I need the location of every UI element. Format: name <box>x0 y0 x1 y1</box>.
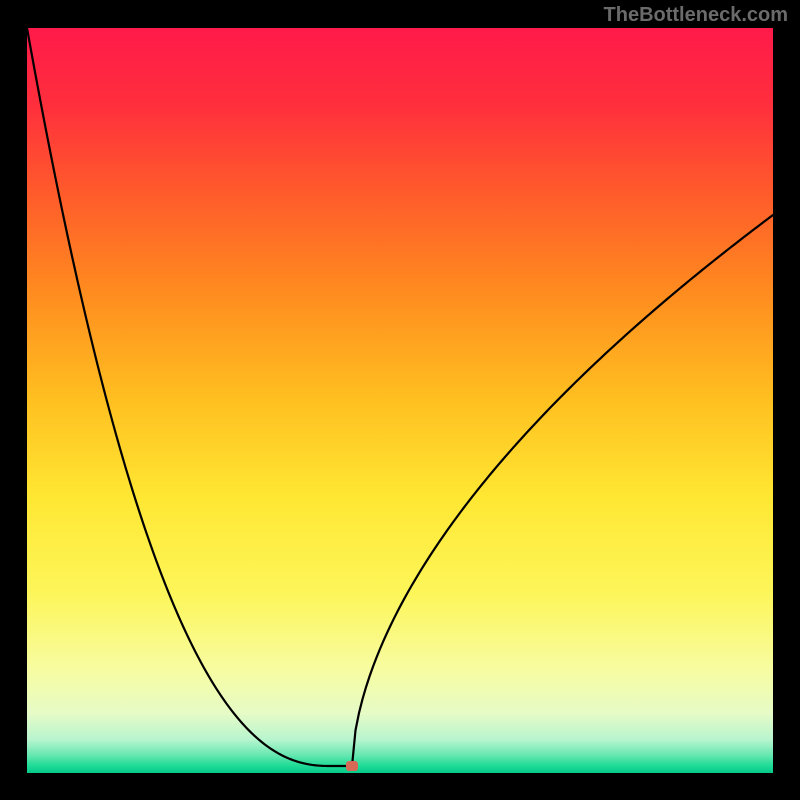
watermark-text: TheBottleneck.com <box>604 4 788 27</box>
plot-area <box>27 28 773 773</box>
bottleneck-curve <box>27 28 773 773</box>
chart-container: { "canvas": { "width": 800, "height": 80… <box>0 0 800 800</box>
optimum-marker <box>346 761 358 771</box>
